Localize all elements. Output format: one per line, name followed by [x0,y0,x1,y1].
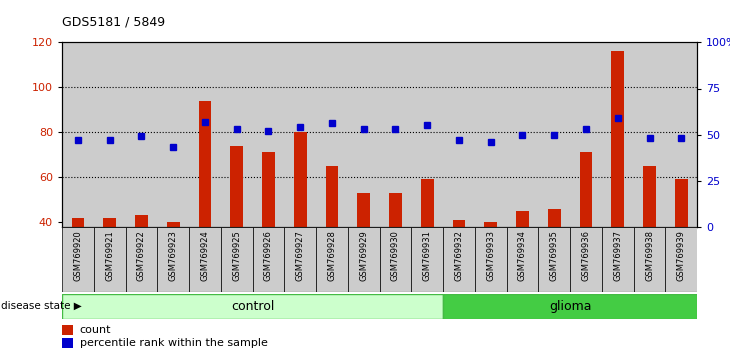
Bar [221,42,253,227]
Bar [93,227,126,292]
Bar [570,42,602,227]
Text: GSM769938: GSM769938 [645,230,654,281]
Bar [326,166,338,227]
Bar [72,218,84,227]
Bar [453,220,465,227]
Bar [231,146,243,227]
Bar [158,227,189,292]
Text: count: count [80,325,112,335]
Text: GSM769932: GSM769932 [455,230,464,281]
Bar [602,227,634,292]
Bar [221,227,253,292]
Bar [294,132,307,227]
Text: GSM769933: GSM769933 [486,230,495,281]
Bar [262,153,274,227]
Text: GSM769920: GSM769920 [74,230,82,281]
Bar [475,42,507,227]
Bar [93,42,126,227]
Text: GSM769925: GSM769925 [232,230,241,281]
Bar [285,42,316,227]
Text: GSM769923: GSM769923 [169,230,177,281]
Text: GSM769926: GSM769926 [264,230,273,281]
Text: GSM769931: GSM769931 [423,230,431,281]
Bar [580,153,592,227]
Bar [253,227,285,292]
Bar [570,227,602,292]
Bar [666,42,697,227]
Text: GSM769935: GSM769935 [550,230,558,281]
Bar [612,51,624,227]
Bar [135,215,147,227]
Bar [412,42,443,227]
Bar [475,227,507,292]
Text: GSM769921: GSM769921 [105,230,114,281]
Bar [421,179,434,227]
Bar [199,101,211,227]
Bar [316,227,348,292]
Bar [62,42,93,227]
Bar [507,42,539,227]
Text: GDS5181 / 5849: GDS5181 / 5849 [62,15,165,28]
Bar [189,227,221,292]
Text: GSM769930: GSM769930 [391,230,400,281]
Text: GSM769937: GSM769937 [613,230,622,281]
Text: disease state ▶: disease state ▶ [1,301,82,311]
Bar [348,227,380,292]
Bar [380,42,412,227]
Bar [539,42,570,227]
Bar [126,42,158,227]
Text: GSM769936: GSM769936 [582,230,591,281]
Text: GSM769922: GSM769922 [137,230,146,281]
Bar [104,218,116,227]
Bar [62,338,74,348]
Bar [443,227,475,292]
Bar [253,42,285,227]
Text: GSM769928: GSM769928 [328,230,337,281]
Bar [167,222,180,227]
Bar [189,42,221,227]
Bar [485,222,497,227]
Bar [443,42,475,227]
Bar [548,209,561,227]
Text: glioma: glioma [549,300,591,313]
Bar [158,42,189,227]
Bar [285,227,316,292]
Text: GSM769924: GSM769924 [201,230,210,281]
Text: control: control [231,300,274,313]
Bar [539,227,570,292]
Bar [412,227,443,292]
Bar [62,227,93,292]
Bar [380,227,412,292]
Bar [126,227,158,292]
Bar [389,193,402,227]
Bar [62,325,74,335]
Bar [507,227,539,292]
Bar [316,42,348,227]
Bar [62,294,443,319]
Bar [443,294,697,319]
Bar [348,42,380,227]
Bar [602,42,634,227]
Bar [634,42,666,227]
Text: GSM769934: GSM769934 [518,230,527,281]
Text: GSM769929: GSM769929 [359,230,368,281]
Bar [675,179,688,227]
Bar [516,211,529,227]
Text: percentile rank within the sample: percentile rank within the sample [80,338,268,348]
Text: GSM769939: GSM769939 [677,230,685,281]
Text: GSM769927: GSM769927 [296,230,304,281]
Bar [643,166,656,227]
Bar [358,193,370,227]
Bar [634,227,666,292]
Bar [666,227,697,292]
